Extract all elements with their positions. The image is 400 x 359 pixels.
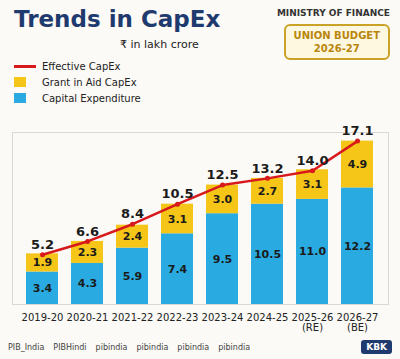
html-text:UNION BUDGET: UNION BUDGET <box>293 30 380 41</box>
svg-text:4.3: 4.3 <box>78 277 98 290</box>
svg-text:7.4: 7.4 <box>168 263 188 276</box>
html-text:2026-27: 2026-27 <box>313 43 360 54</box>
svg-text:11.0: 11.0 <box>299 245 326 258</box>
svg-text:2019-20: 2019-20 <box>22 312 64 323</box>
html-text:pibindia: pibindia <box>95 342 128 352</box>
html-text:PIB_India: PIB_India <box>8 342 45 352</box>
svg-text:3.0: 3.0 <box>213 193 233 206</box>
svg-text:2022-23: 2022-23 <box>157 312 199 323</box>
svg-text:9.5: 9.5 <box>213 253 233 266</box>
html-text:₹ in lakh crore: ₹ in lakh crore <box>120 38 199 51</box>
svg-text:2.3: 2.3 <box>78 246 98 259</box>
html-text:MINISTRY OF FINANCE: MINISTRY OF FINANCE <box>276 8 390 18</box>
svg-text:2026-27(BE): 2026-27(BE) <box>337 312 379 333</box>
svg-text:2.7: 2.7 <box>258 185 278 198</box>
svg-text:2021-22: 2021-22 <box>112 312 154 323</box>
svg-text:8.4: 8.4 <box>121 206 144 221</box>
svg-text:14.0: 14.0 <box>296 153 328 168</box>
svg-text:17.1: 17.1 <box>341 123 373 138</box>
svg-text:2.4: 2.4 <box>123 230 143 243</box>
svg-text:3.1: 3.1 <box>303 178 323 191</box>
html-text:Capital Expenditure: Capital Expenditure <box>42 92 141 104</box>
svg-text:5.2: 5.2 <box>31 237 54 252</box>
html-text:pibindia: pibindia <box>218 342 251 352</box>
svg-text:2025-26(RE): 2025-26(RE) <box>292 312 334 333</box>
svg-text:12.5: 12.5 <box>206 167 238 182</box>
svg-text:3.4: 3.4 <box>33 282 53 295</box>
svg-text:4.9: 4.9 <box>348 158 368 171</box>
html-text:Trends in CapEx: Trends in CapEx <box>14 6 221 32</box>
svg-text:5.9: 5.9 <box>123 270 143 283</box>
html-text:PIBHindi: PIBHindi <box>53 342 87 352</box>
svg-text:13.2: 13.2 <box>251 161 283 176</box>
html-text:Grant in Aid CapEx: Grant in Aid CapEx <box>42 76 137 88</box>
html-text:Effective CapEx: Effective CapEx <box>42 60 121 72</box>
svg-text:1.9: 1.9 <box>33 256 53 269</box>
svg-text:3.1: 3.1 <box>168 212 188 225</box>
html-text:pibindia: pibindia <box>136 342 169 352</box>
svg-text:2020-21: 2020-21 <box>67 312 109 323</box>
svg-text:2023-24: 2023-24 <box>202 312 244 323</box>
svg-text:12.2: 12.2 <box>344 240 371 253</box>
html-text:KBK: KBK <box>366 342 387 352</box>
svg-text:6.6: 6.6 <box>76 224 99 239</box>
svg-text:10.5: 10.5 <box>161 186 193 201</box>
html-text:pibindia: pibindia <box>177 342 210 352</box>
svg-text:2024-25: 2024-25 <box>247 312 289 323</box>
svg-text:10.5: 10.5 <box>254 248 281 261</box>
